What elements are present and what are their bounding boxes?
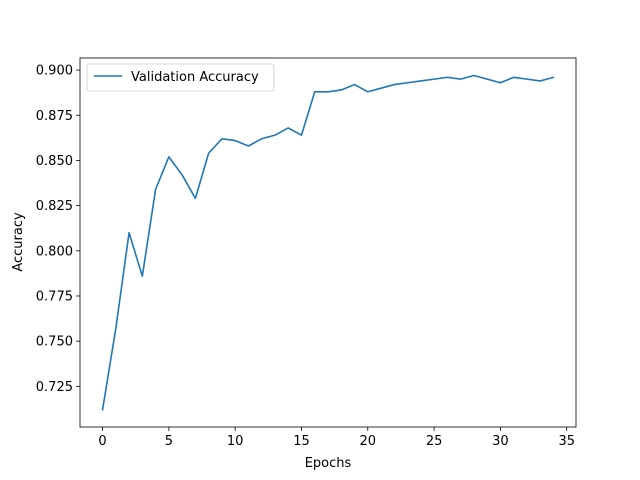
x-axis-label: Epochs <box>305 456 352 471</box>
y-axis: 0.725 0.750 0.775 0.800 0.825 0.850 0.875 0.900 <box>36 64 80 395</box>
y-tick-label: 0.900 <box>36 64 73 79</box>
y-tick-label: 0.875 <box>36 109 73 124</box>
x-tick-label: 10 <box>227 434 244 449</box>
y-tick-label: 0.825 <box>36 199 73 214</box>
y-axis-label: Accuracy <box>11 212 26 272</box>
x-tick-label: 25 <box>426 434 443 449</box>
y-tick-label: 0.750 <box>36 335 73 350</box>
y-tick-label: 0.850 <box>36 154 73 169</box>
x-tick-label: 35 <box>558 434 575 449</box>
x-tick-label: 15 <box>293 434 310 449</box>
y-tick-label: 0.775 <box>36 289 73 304</box>
legend: Validation Accuracy <box>86 63 275 92</box>
y-tick-label: 0.725 <box>36 380 73 395</box>
legend-label-validation-accuracy: Validation Accuracy <box>131 70 259 85</box>
x-tick-label: 0 <box>98 434 106 449</box>
x-tick-label: 30 <box>492 434 509 449</box>
x-tick-label: 20 <box>360 434 377 449</box>
plot-area <box>80 58 576 427</box>
series-line-validation-accuracy <box>101 74 555 411</box>
x-tick-label: 5 <box>165 434 173 449</box>
legend-box <box>86 63 275 92</box>
x-axis: 0 5 10 15 20 25 30 35 <box>98 427 575 449</box>
plot-frame <box>79 57 577 428</box>
y-tick-label: 0.800 <box>36 244 73 259</box>
